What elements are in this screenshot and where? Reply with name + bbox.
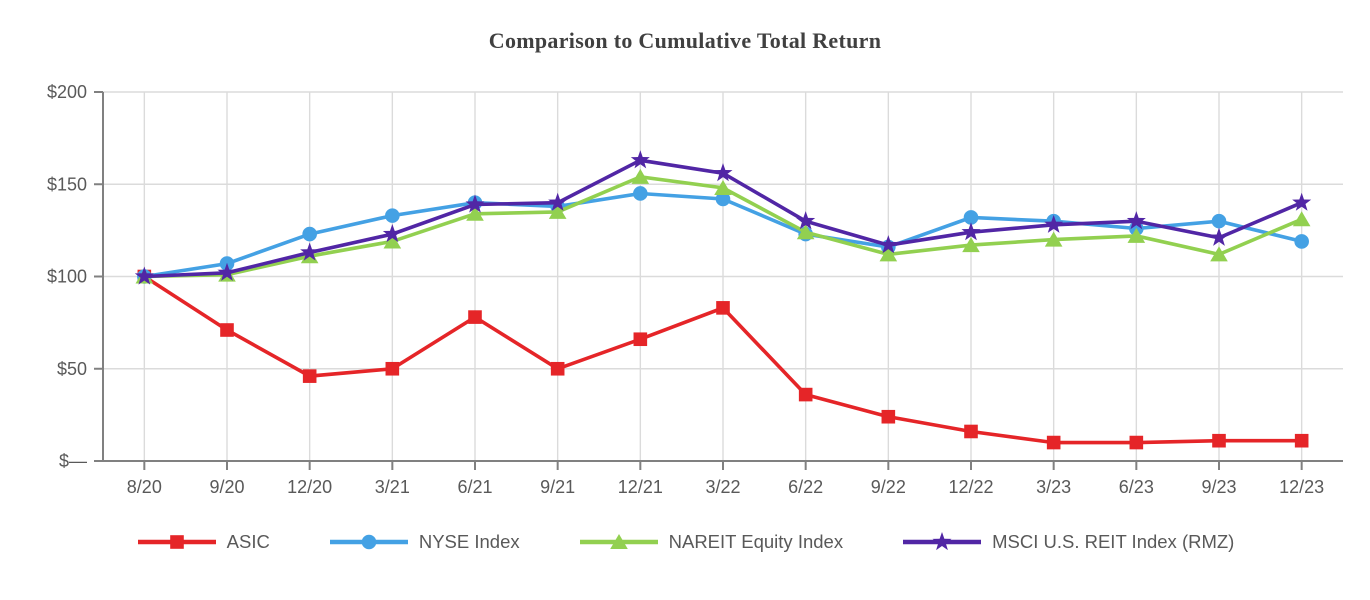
circle-marker-icon	[329, 534, 408, 550]
line-chart: $— $50 $100 $150 $200 8/20 9/20 12/20 3/21 6/21 9/…	[47, 82, 1343, 497]
y-tick-label: $150	[47, 174, 87, 194]
x-tick-label: 8/20	[127, 477, 162, 497]
legend-item-asic: ASIC	[136, 530, 270, 554]
series-asic	[137, 269, 1309, 450]
x-tick-label: 9/23	[1201, 477, 1236, 497]
legend-label: NYSE Index	[418, 531, 520, 552]
y-tick-label: $—	[59, 451, 87, 471]
y-tick-label: $200	[47, 82, 87, 102]
star-marker-icon	[903, 532, 982, 551]
x-tick-label: 6/23	[1119, 477, 1154, 497]
axes	[94, 91, 1343, 470]
legend-item-nyse-index: NYSE Index	[328, 530, 520, 554]
legend-item-msci-u-s-reit-index-rmz: MSCI U.S. REIT Index (RMZ)	[901, 530, 1234, 554]
x-tick-label: 12/23	[1279, 477, 1324, 497]
x-tick-label: 3/22	[705, 477, 740, 497]
chart-title: Comparison to Cumulative Total Return	[488, 28, 882, 53]
x-tick-label: 3/21	[375, 477, 410, 497]
legend-label: MSCI U.S. REIT Index (RMZ)	[992, 531, 1235, 552]
x-tick-label: 9/20	[209, 477, 244, 497]
x-tick-label: 6/21	[457, 477, 492, 497]
square-marker-icon	[137, 535, 216, 549]
y-tick-label: $50	[57, 359, 87, 379]
x-tick-label: 9/21	[540, 477, 575, 497]
y-axis-labels: $— $50 $100 $150 $200	[47, 82, 87, 471]
legend-label: NAREIT Equity Index	[668, 531, 844, 552]
legend-label: ASIC	[226, 531, 270, 552]
x-tick-label: 12/22	[948, 477, 993, 497]
x-tick-label: 12/20	[287, 477, 332, 497]
gridlines	[103, 91, 1343, 461]
y-tick-label: $100	[47, 267, 87, 287]
x-tick-label: 9/22	[871, 477, 906, 497]
x-tick-label: 12/21	[618, 477, 663, 497]
series-msci-u-s-reit-index-rmz	[134, 150, 1312, 285]
chart-legend: ASIC NYSE Index NAREIT Equity Index MSCI U.…	[0, 530, 1370, 554]
x-axis-labels: 8/20 9/20 12/20 3/21 6/21 9/21 12/21 3/22 6/22 9/…	[127, 477, 1324, 497]
legend-item-nareit-equity-index: NAREIT Equity Index	[578, 530, 843, 554]
x-tick-label: 3/23	[1036, 477, 1071, 497]
triangle-marker-icon	[579, 534, 658, 549]
x-tick-label: 6/22	[788, 477, 823, 497]
